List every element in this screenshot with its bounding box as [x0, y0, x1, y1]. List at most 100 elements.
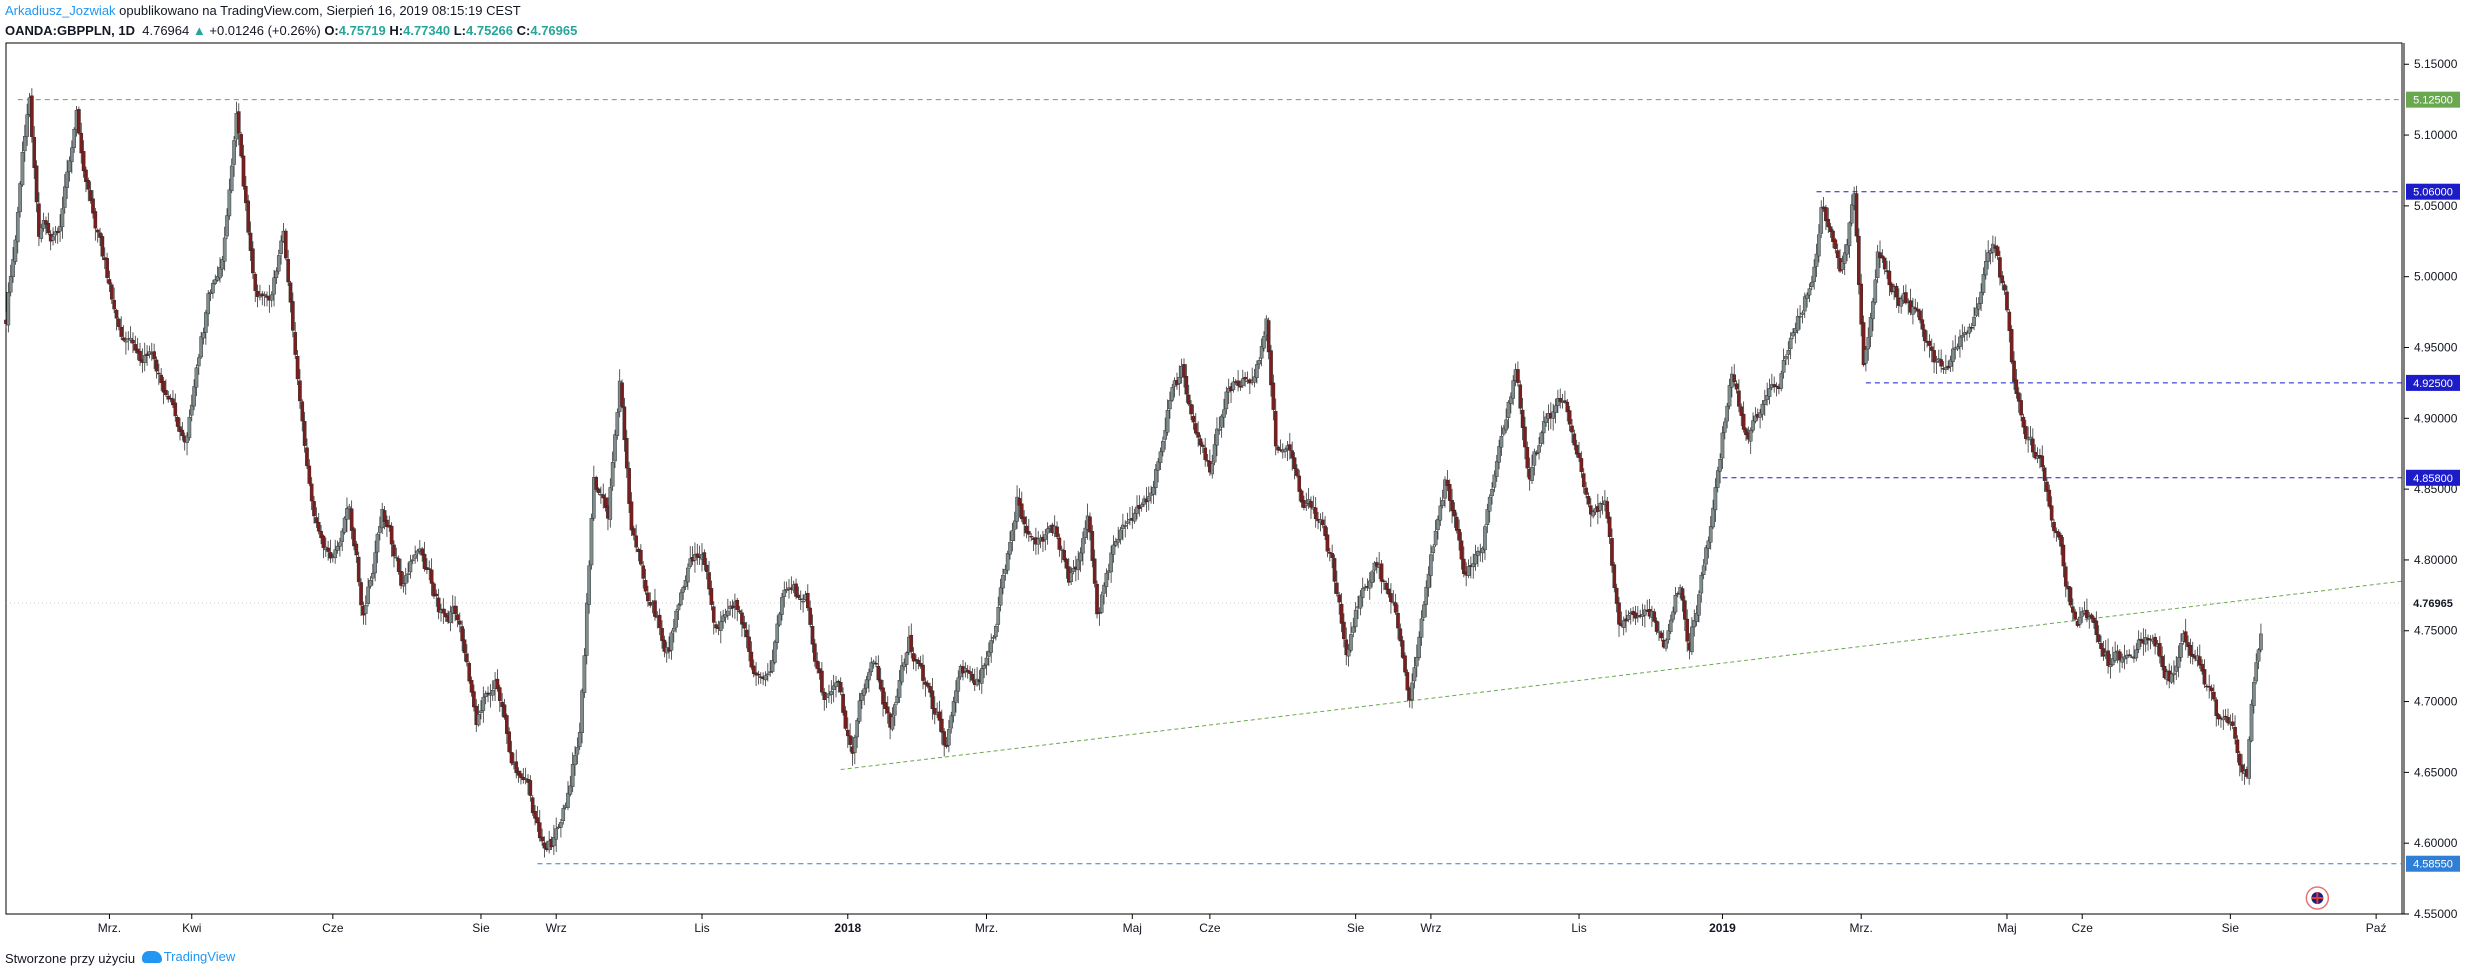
- candle-up: [1788, 337, 1793, 350]
- candle-down: [352, 528, 356, 547]
- candle-down: [622, 406, 627, 441]
- candle-up: [1974, 307, 1979, 316]
- candle-up: [1111, 544, 1116, 555]
- candle-down: [657, 614, 662, 628]
- candle-down: [1095, 583, 1099, 615]
- candle-down: [2226, 717, 2230, 724]
- candle-down: [815, 660, 820, 669]
- candle-down: [1379, 563, 1384, 582]
- candle-up: [18, 183, 22, 213]
- candle-down: [349, 508, 354, 531]
- candle-down: [326, 547, 330, 552]
- candle-up: [1473, 554, 1478, 565]
- candle-down: [1908, 300, 1913, 313]
- candle-up: [2134, 649, 2139, 659]
- time-tick-label: Wrz: [546, 921, 567, 935]
- candle-down: [328, 552, 333, 559]
- candle-down: [241, 155, 246, 187]
- candle-up: [890, 716, 895, 730]
- candle-up: [1951, 348, 1955, 362]
- candle-up: [956, 677, 961, 692]
- candle-down: [1445, 480, 1450, 486]
- candle-up: [1793, 328, 1798, 334]
- candle-down: [1565, 401, 1570, 413]
- candle-up: [951, 701, 956, 717]
- candle-down: [2118, 651, 2122, 661]
- candle-up: [587, 565, 591, 605]
- level-tag: [2406, 183, 2460, 200]
- candle-up: [1410, 682, 1414, 700]
- candle-down: [300, 401, 305, 422]
- candle-up: [1252, 376, 1257, 383]
- candle-down: [2200, 663, 2204, 672]
- tradingview-logo[interactable]: TradingView: [139, 948, 235, 966]
- candle-down: [1567, 410, 1572, 425]
- candle-up: [982, 665, 986, 669]
- candle-up: [479, 710, 483, 713]
- candle-down: [596, 488, 601, 493]
- candle-up: [1476, 550, 1480, 556]
- candle-up: [1864, 349, 1868, 364]
- candle-down: [1739, 406, 1744, 416]
- candle-up: [1165, 410, 1170, 433]
- ohlc-line: OANDA:GBPPLN, 1D 4.76964 ▲ +0.01246 (+0.…: [5, 22, 577, 40]
- candle-up: [128, 337, 133, 341]
- candle-down: [1325, 534, 1330, 552]
- candle-down: [286, 259, 290, 283]
- candle-down: [291, 301, 295, 331]
- candle-up: [1132, 512, 1137, 522]
- candle-up: [1873, 279, 1878, 303]
- time-tick-label: Cze: [2072, 921, 2094, 935]
- candle-down: [1920, 319, 1925, 330]
- candle-up: [335, 545, 340, 551]
- candle-up: [998, 587, 1003, 606]
- candle-down: [810, 626, 815, 645]
- candle-up: [1231, 381, 1236, 390]
- candle-down: [1861, 322, 1866, 366]
- candle-up: [1727, 385, 1732, 407]
- candle-down: [925, 682, 930, 687]
- author-link[interactable]: Arkadiusz_Jozwiak: [5, 3, 116, 18]
- candle-up: [1805, 294, 1809, 299]
- trendline-group: [840, 580, 2403, 771]
- candle-down: [808, 607, 812, 625]
- candle-down: [2216, 714, 2221, 720]
- candle-down: [1516, 369, 1520, 383]
- candle-up: [481, 696, 486, 711]
- candle-down: [1734, 383, 1739, 390]
- candle-up: [1781, 360, 1786, 373]
- candle-down: [629, 501, 634, 531]
- candle-up: [1972, 316, 1976, 327]
- candle-down: [1029, 535, 1033, 538]
- candle-down: [1295, 468, 1299, 476]
- candle-up: [947, 729, 951, 746]
- candle-down: [516, 770, 521, 776]
- candle-down: [542, 842, 547, 849]
- time-axis[interactable]: Mrz. Kwi Cze Sie Wrz Lis 2018 Mrz. Maj Cze Sie Wrz L…: [6, 913, 2404, 935]
- candle-down: [1064, 558, 1069, 569]
- candle-down: [627, 468, 631, 504]
- candle-down: [1332, 558, 1337, 582]
- candle-down: [46, 223, 51, 234]
- last-price: 4.76964: [142, 23, 190, 38]
- candle-down: [161, 380, 166, 393]
- candle-down: [653, 600, 657, 617]
- candle-down: [37, 203, 41, 237]
- candle-up: [1422, 604, 1426, 618]
- candle-up: [1440, 500, 1445, 506]
- candle-down: [1859, 283, 1863, 325]
- candle-up: [1840, 261, 1845, 270]
- candle-down: [1088, 516, 1092, 533]
- candle-down: [1614, 587, 1619, 604]
- candle-down: [1452, 509, 1457, 517]
- candle-down: [507, 731, 511, 753]
- candle-down: [1654, 620, 1659, 632]
- candle-up: [1304, 503, 1309, 507]
- candle-up: [142, 355, 147, 363]
- publish-line: Arkadiusz_Jozwiak opublikowano na Tradin…: [5, 2, 521, 20]
- candle-down: [1922, 329, 1927, 342]
- candle-up: [1414, 656, 1419, 667]
- candle-up: [1955, 346, 1960, 350]
- candle-up: [1847, 222, 1852, 247]
